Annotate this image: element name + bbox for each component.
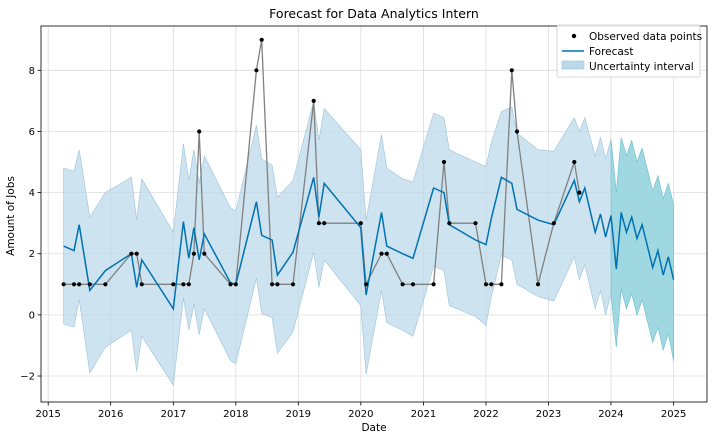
observed-point	[379, 251, 384, 256]
observed-point	[572, 159, 577, 165]
observed-point	[358, 221, 363, 226]
observed-point	[191, 251, 196, 256]
x-tick-label: 2016	[98, 409, 123, 420]
observed-point	[400, 282, 405, 287]
observed-point	[139, 282, 144, 287]
y-tick-label: 8	[29, 66, 35, 77]
observed-point	[129, 251, 134, 256]
observed-point	[489, 282, 494, 287]
observed-point	[431, 282, 436, 287]
uncertainty-area	[63, 100, 674, 387]
observed-point	[509, 68, 514, 73]
observed-points	[61, 37, 582, 287]
observed-point	[61, 282, 66, 287]
legend-box	[556, 24, 701, 78]
observed-point	[71, 282, 77, 287]
observed-point	[364, 282, 369, 287]
observed-point	[270, 282, 275, 287]
x-tick-label: 2018	[223, 409, 248, 420]
x-tick-label: 2021	[411, 409, 436, 420]
y-tick-label: −2	[20, 372, 35, 383]
x-tick-label: 2023	[536, 409, 561, 420]
observed-point	[228, 282, 233, 287]
observed-point	[181, 282, 186, 287]
observed-point	[134, 251, 139, 256]
observed-point	[499, 282, 504, 287]
observed-point	[447, 221, 452, 226]
x-tick-label: 2017	[161, 409, 186, 420]
observed-point	[186, 282, 191, 287]
observed-point	[259, 37, 264, 42]
y-tick-label: 6	[29, 127, 35, 138]
y-tick-label: 0	[29, 310, 35, 321]
observed-point	[577, 190, 582, 195]
future-uncertainty-area	[610, 137, 674, 361]
uncertainty-band	[63, 100, 674, 387]
y-axis-ticks: −2 0 2 4 6 8	[20, 66, 41, 383]
legend-observed-marker	[571, 33, 577, 39]
observed-point	[473, 221, 478, 226]
y-tick-label: 4	[29, 188, 35, 199]
x-axis-ticks: 2015 2016 2017 2018 2019 2020 2021 2022 2023 2024…	[35, 402, 686, 420]
observed-point	[77, 282, 82, 287]
observed-point	[233, 282, 238, 287]
observed-point	[316, 221, 321, 226]
observed-point	[410, 282, 416, 287]
plot-frame	[40, 25, 708, 403]
legend-interval-patch	[561, 60, 585, 70]
observed-point	[535, 282, 541, 287]
legend-forecast-label: Forecast	[589, 46, 633, 58]
x-tick-label: 2019	[286, 409, 311, 420]
legend-interval-label: Uncertainty interval	[589, 61, 694, 73]
x-axis-label: Date	[361, 422, 386, 434]
observed-point	[202, 251, 207, 256]
observed-point	[551, 221, 556, 226]
observed-point	[275, 282, 280, 287]
x-tick-label: 2015	[35, 409, 60, 420]
y-axis-label: Amount of Jobs	[5, 176, 17, 256]
x-tick-label: 2024	[598, 409, 623, 420]
observed-point	[254, 68, 259, 73]
legend-observed-label: Observed data points	[589, 31, 702, 43]
x-tick-label: 2025	[661, 409, 686, 420]
observed-point	[103, 282, 108, 287]
x-tick-label: 2020	[348, 409, 373, 420]
observed-point	[514, 129, 520, 134]
observed-point	[483, 282, 489, 287]
observed-point	[87, 282, 92, 287]
observed-point	[171, 282, 176, 287]
observed-point	[290, 282, 296, 287]
observed-point	[311, 98, 316, 103]
observed-point	[384, 251, 389, 256]
observed-point	[197, 129, 202, 134]
chart-title: Forecast for Data Analytics Intern	[269, 6, 479, 21]
observed-point	[441, 159, 447, 165]
x-tick-label: 2022	[473, 409, 498, 420]
observed-point	[322, 221, 327, 226]
forecast-line	[63, 176, 675, 311]
y-tick-label: 2	[29, 249, 35, 260]
legend: Observed data points Forecast Uncertaint…	[556, 24, 702, 78]
